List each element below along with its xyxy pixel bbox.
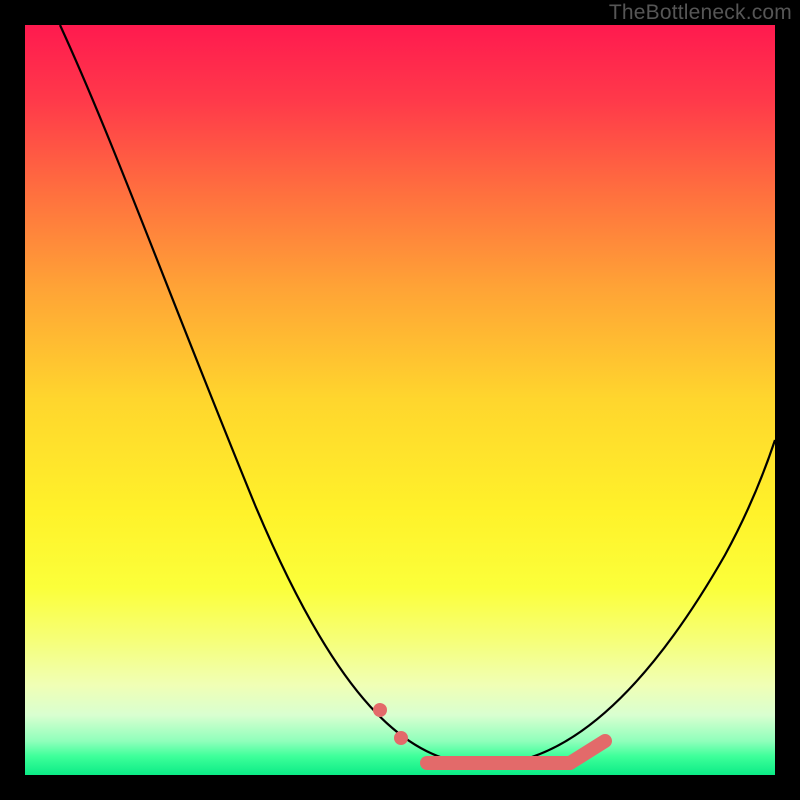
chart-container: TheBottleneck.com (0, 0, 800, 800)
highlight-dot (394, 731, 408, 745)
gradient-rect (25, 25, 775, 775)
highlight-dot (373, 703, 387, 717)
watermark-text: TheBottleneck.com (609, 1, 792, 25)
plot-area (25, 25, 775, 775)
chart-svg (25, 25, 775, 775)
